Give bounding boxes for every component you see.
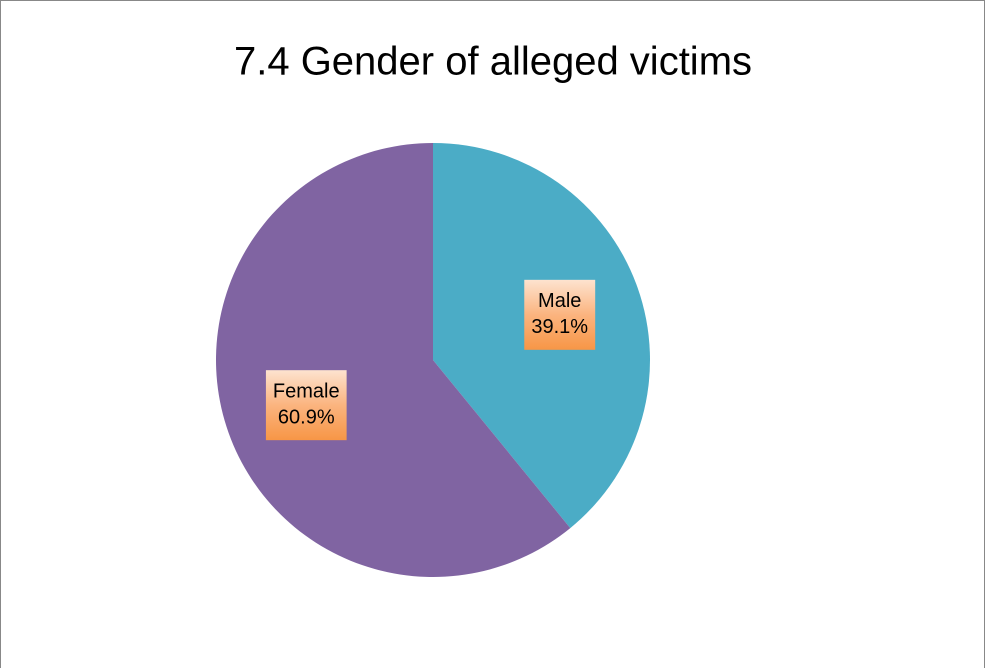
chart-title: 7.4 Gender of alleged victims [234, 40, 752, 84]
pie-slice [215, 143, 571, 577]
label-category: Male [538, 290, 581, 312]
label-value: 60.9% [278, 406, 335, 428]
label-value: 39.1% [531, 316, 588, 338]
data-label: Male 39.1% [524, 279, 596, 350]
label-box [524, 279, 596, 350]
label-category: Female [273, 380, 340, 402]
label-box [265, 370, 347, 441]
data-label: Female 60.9% [265, 370, 347, 441]
